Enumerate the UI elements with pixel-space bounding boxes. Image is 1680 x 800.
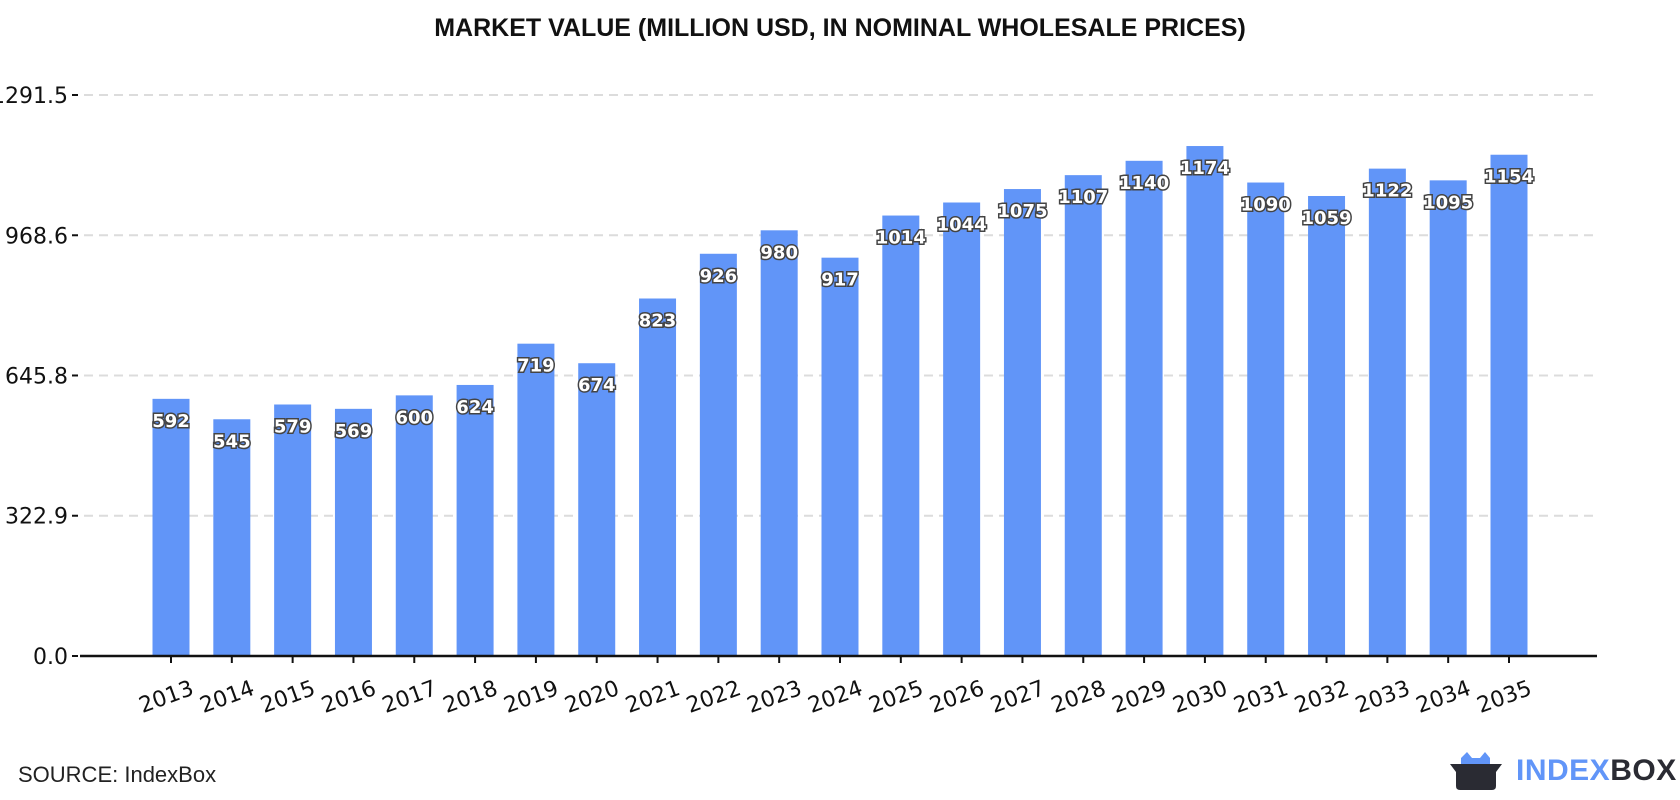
logo-text-box: BOX bbox=[1610, 754, 1677, 787]
bar-2018 bbox=[456, 384, 494, 656]
x-tick-label-2026: 2026 bbox=[927, 676, 988, 719]
bar-2021 bbox=[639, 298, 677, 656]
bar-2023 bbox=[760, 230, 798, 656]
bar-2017 bbox=[395, 395, 433, 656]
bar-2029 bbox=[1125, 160, 1163, 657]
value-label-2023: 980 bbox=[760, 242, 798, 263]
bar-2035 bbox=[1490, 154, 1528, 657]
value-label-2030: 1174 bbox=[1180, 158, 1230, 179]
value-label-2019: 719 bbox=[517, 356, 555, 377]
x-tick-label-2015: 2015 bbox=[258, 676, 319, 719]
value-label-2033: 1122 bbox=[1362, 181, 1412, 202]
x-tick-label-2021: 2021 bbox=[622, 676, 683, 719]
logo-text-index: INDEX bbox=[1516, 754, 1611, 787]
x-axis: 2013 2014 2015 2016 2017 2018 2019 2020 2021 2022… bbox=[80, 654, 1597, 719]
y-tick-label: 0.0 bbox=[33, 645, 68, 670]
bar-2027 bbox=[1003, 189, 1041, 656]
bar-chart: 0.0 322.9 645.8 968.6 1291.5 592 545 579 569 600… bbox=[0, 84, 1597, 719]
value-label-2017: 600 bbox=[395, 407, 433, 428]
value-label-2015: 579 bbox=[274, 416, 312, 437]
bar-2031 bbox=[1247, 182, 1285, 657]
indexbox-logo: INDEXBOX bbox=[1450, 752, 1677, 790]
value-label-2032: 1059 bbox=[1301, 208, 1351, 229]
y-tick-label: 968.6 bbox=[5, 224, 68, 249]
y-tick-label: 322.9 bbox=[5, 505, 68, 530]
bar-2022 bbox=[699, 253, 737, 657]
bar-2024 bbox=[821, 257, 859, 656]
value-label-2026: 1044 bbox=[937, 215, 987, 236]
value-label-2035: 1154 bbox=[1484, 167, 1534, 188]
x-tick-label-2025: 2025 bbox=[866, 676, 927, 719]
x-tick-label-2032: 2032 bbox=[1291, 676, 1352, 719]
x-tick-label-2030: 2030 bbox=[1170, 676, 1231, 719]
x-tick-label-2019: 2019 bbox=[501, 676, 562, 719]
value-label-2034: 1095 bbox=[1423, 192, 1473, 213]
x-tick-label-2033: 2033 bbox=[1352, 676, 1413, 719]
y-tick-label: 645.8 bbox=[5, 364, 68, 389]
bar-2014 bbox=[213, 419, 251, 656]
value-label-2029: 1140 bbox=[1119, 173, 1169, 194]
x-tick-label-2028: 2028 bbox=[1048, 676, 1109, 719]
y-axis: 0.0 322.9 645.8 968.6 1291.5 bbox=[0, 84, 78, 670]
bar-2030 bbox=[1186, 146, 1224, 656]
value-label-2020: 674 bbox=[578, 375, 616, 396]
bar-2013 bbox=[152, 398, 190, 656]
value-label-2028: 1107 bbox=[1058, 187, 1108, 208]
value-label-2031: 1090 bbox=[1241, 195, 1291, 216]
bar-2032 bbox=[1308, 195, 1346, 656]
bar-2019 bbox=[517, 343, 555, 656]
value-label-2022: 926 bbox=[700, 266, 738, 287]
x-tick-label-2035: 2035 bbox=[1474, 676, 1535, 719]
x-tick-label-2017: 2017 bbox=[379, 676, 440, 719]
value-label-2016: 569 bbox=[335, 421, 373, 442]
x-tick-label-2014: 2014 bbox=[197, 676, 258, 719]
x-tick-label-2020: 2020 bbox=[562, 676, 623, 719]
bar-2020 bbox=[578, 363, 616, 656]
bar-2033 bbox=[1368, 168, 1406, 656]
value-label-2014: 545 bbox=[213, 431, 251, 452]
value-label-2025: 1014 bbox=[876, 228, 926, 249]
bar-2034 bbox=[1429, 180, 1467, 656]
x-tick-label-2016: 2016 bbox=[318, 676, 379, 719]
x-tick-label-2013: 2013 bbox=[136, 676, 197, 719]
value-label-2024: 917 bbox=[821, 270, 859, 291]
x-tick-label-2027: 2027 bbox=[987, 676, 1048, 719]
x-tick-label-2018: 2018 bbox=[440, 676, 501, 719]
y-tick-label: 1291.5 bbox=[0, 84, 68, 109]
value-label-2018: 624 bbox=[456, 397, 494, 418]
value-label-2027: 1075 bbox=[997, 201, 1047, 222]
bar-2016 bbox=[334, 408, 372, 656]
x-tick-label-2031: 2031 bbox=[1231, 676, 1292, 719]
x-tick-label-2022: 2022 bbox=[683, 676, 744, 719]
bar-2015 bbox=[274, 404, 312, 656]
bars: 592 545 579 569 600 624 719 674 823 926 980 917 1014… bbox=[151, 146, 1536, 657]
x-tick-label-2024: 2024 bbox=[805, 676, 866, 719]
bar-2025 bbox=[882, 215, 920, 656]
x-tick-label-2029: 2029 bbox=[1109, 676, 1170, 719]
value-label-2013: 592 bbox=[152, 411, 190, 432]
bar-2028 bbox=[1064, 175, 1102, 656]
value-label-2021: 823 bbox=[639, 311, 677, 332]
x-tick-label-2034: 2034 bbox=[1413, 676, 1474, 719]
chart-title: MARKET VALUE (MILLION USD, IN NOMINAL WH… bbox=[434, 14, 1246, 42]
box-logo-icon bbox=[1450, 752, 1502, 790]
bar-2026 bbox=[943, 202, 981, 656]
source-note: SOURCE: IndexBox bbox=[18, 762, 217, 787]
x-tick-label-2023: 2023 bbox=[744, 676, 805, 719]
